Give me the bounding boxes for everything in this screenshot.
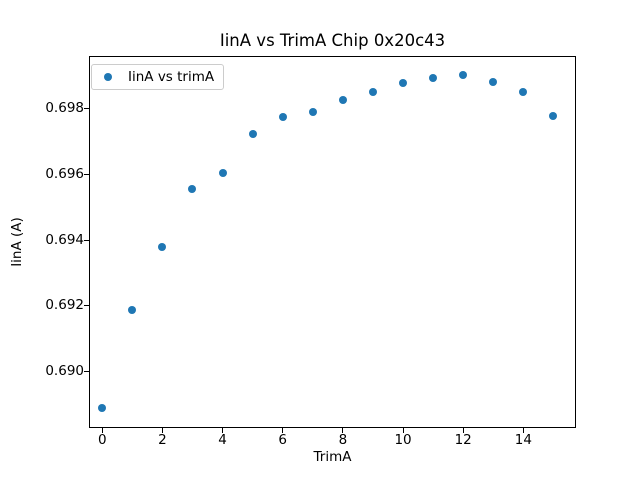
data-point — [278, 112, 287, 121]
x-tick-mark — [462, 428, 464, 433]
data-point — [368, 87, 377, 96]
y-tick-mark — [84, 107, 89, 109]
data-point — [158, 243, 167, 252]
x-tick-mark — [522, 428, 524, 433]
data-point — [338, 96, 347, 105]
legend-marker-icon — [104, 73, 112, 81]
x-tick-label: 6 — [278, 431, 287, 448]
legend-label: IinA vs trimA — [128, 69, 215, 85]
x-tick-label: 12 — [454, 431, 472, 448]
y-tick-mark — [84, 239, 89, 241]
x-tick-mark — [342, 428, 344, 433]
x-tick-mark — [222, 428, 224, 433]
x-tick-label: 2 — [158, 431, 167, 448]
data-point — [188, 185, 197, 194]
data-point — [429, 74, 438, 83]
data-point — [218, 168, 227, 177]
x-axis-label: TrimA — [313, 449, 352, 465]
data-point — [489, 77, 498, 86]
y-tick-label: 0.690 — [45, 363, 84, 380]
legend: IinA vs trimA — [91, 64, 224, 90]
x-tick-label: 14 — [514, 431, 532, 448]
y-tick-label: 0.692 — [45, 297, 84, 314]
data-point — [399, 78, 408, 87]
y-tick-label: 0.694 — [45, 231, 84, 248]
plot-area — [89, 56, 576, 428]
y-tick-mark — [84, 305, 89, 307]
x-tick-mark — [101, 428, 103, 433]
y-tick-mark — [84, 173, 89, 175]
x-tick-mark — [402, 428, 404, 433]
data-point — [519, 87, 528, 96]
data-point — [459, 71, 468, 80]
y-axis-label: IinA (A) — [9, 217, 25, 267]
x-tick-label: 4 — [218, 431, 227, 448]
chart-title: IinA vs TrimA Chip 0x20c43 — [219, 31, 446, 50]
data-point — [128, 306, 137, 315]
y-tick-mark — [84, 371, 89, 373]
data-point — [248, 130, 257, 139]
x-tick-mark — [282, 428, 284, 433]
y-tick-label: 0.698 — [45, 99, 84, 116]
x-tick-label: 8 — [338, 431, 348, 448]
data-point — [98, 404, 107, 413]
x-tick-label: 0 — [97, 431, 107, 448]
data-point — [549, 111, 558, 120]
data-point — [308, 107, 317, 116]
x-tick-mark — [161, 428, 163, 433]
y-tick-label: 0.696 — [45, 165, 84, 182]
x-tick-label: 10 — [394, 431, 412, 448]
